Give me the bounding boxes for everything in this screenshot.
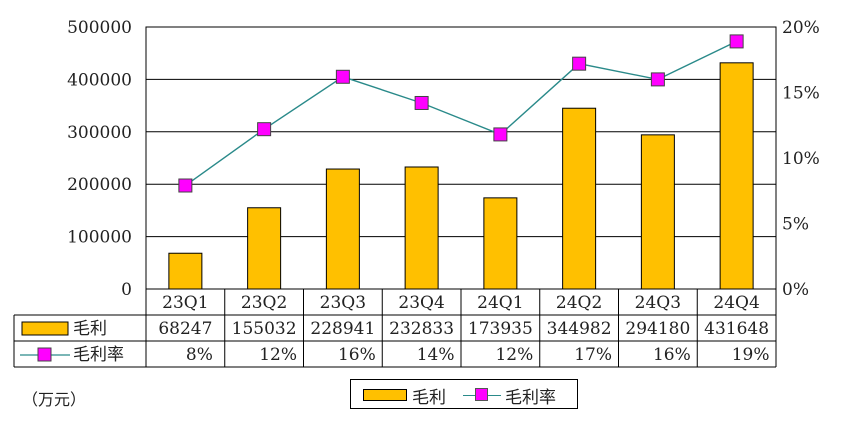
x-tick-label: 23Q3	[320, 293, 366, 313]
y-left-tick-label: 400000	[67, 70, 132, 90]
y-right-tick-label: 15%	[782, 84, 820, 104]
table-cell: 19%	[732, 345, 770, 365]
legend-marker-gross-margin	[475, 388, 488, 401]
table-cell: 12%	[259, 345, 297, 365]
table-cell: 344982	[547, 319, 612, 339]
y-right-tick-label: 5%	[782, 215, 809, 235]
bar	[168, 252, 203, 290]
legend-label-gross-margin: 毛利率	[505, 388, 556, 408]
table-cell: 12%	[495, 345, 533, 365]
y-left-tick-label: 100000	[67, 228, 132, 248]
x-tick-label: 24Q1	[477, 293, 523, 313]
marker	[178, 178, 193, 193]
table-row-label: 毛利率	[73, 345, 124, 365]
x-tick-label: 23Q4	[398, 293, 444, 313]
table-cell: 16%	[338, 345, 376, 365]
bar	[640, 134, 675, 290]
bar	[247, 207, 282, 290]
marker	[493, 127, 508, 142]
y-right-tick-label: 10%	[782, 149, 820, 169]
table-cell: 16%	[653, 345, 691, 365]
x-tick-label: 24Q4	[713, 293, 759, 313]
x-tick-label: 23Q2	[241, 293, 287, 313]
legend-label-gross-profit: 毛利	[412, 388, 446, 408]
y-left-tick-label: 500000	[67, 18, 132, 38]
bar	[483, 197, 518, 290]
y-left-tick-label: 0	[121, 280, 132, 300]
marker	[650, 72, 665, 87]
marker	[729, 34, 744, 49]
marker	[572, 56, 587, 71]
marker	[414, 95, 429, 110]
x-tick-label: 23Q1	[162, 293, 208, 313]
table-swatch-gross-profit	[21, 321, 69, 336]
bar	[404, 166, 439, 290]
x-tick-label: 24Q2	[556, 293, 602, 313]
table-cell: 228941	[310, 319, 375, 339]
y-right-tick-label: 20%	[782, 18, 820, 38]
table-marker-gross-margin	[37, 347, 52, 362]
plot-area	[145, 26, 777, 290]
table-cell: 68247	[158, 319, 212, 339]
y-left-tick-label: 200000	[67, 175, 132, 195]
marker	[257, 122, 272, 137]
table-row-label: 毛利	[73, 319, 107, 339]
table-cell: 14%	[417, 345, 455, 365]
y-left-tick-label: 300000	[67, 123, 132, 143]
table-cell: 8%	[186, 345, 213, 365]
table-cell: 17%	[574, 345, 612, 365]
x-tick-label: 24Q3	[635, 293, 681, 313]
table-cell: 173935	[468, 319, 533, 339]
bar	[719, 62, 754, 290]
bar	[562, 107, 597, 290]
table-cell: 431648	[704, 319, 769, 339]
table-cell: 155032	[232, 319, 297, 339]
table-cell: 232833	[389, 319, 454, 339]
y-right-tick-label: 0%	[782, 280, 809, 300]
bar	[325, 168, 360, 290]
legend: 毛利 毛利率	[350, 379, 578, 409]
line-gross-margin	[184, 40, 737, 187]
unit-label: （万元）	[22, 390, 87, 409]
table-cell: 294180	[625, 319, 690, 339]
legend-swatch-gross-profit	[363, 389, 407, 401]
marker	[335, 69, 350, 84]
